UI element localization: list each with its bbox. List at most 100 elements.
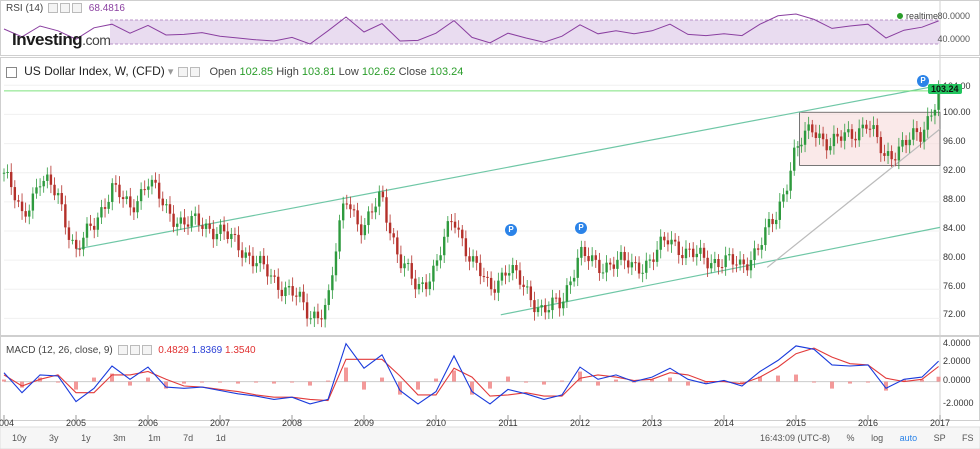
candle-body [176, 223, 179, 227]
candle-body [154, 179, 157, 183]
range-10y[interactable]: 10y [12, 433, 27, 443]
range-1d[interactable]: 1d [215, 433, 226, 443]
candle-body [623, 251, 626, 261]
macd-settings-icon[interactable] [117, 345, 128, 356]
macd-histogram-bar [848, 381, 852, 384]
candle-body [103, 207, 107, 209]
candle-body [879, 137, 883, 154]
rsi-close-icon[interactable] [72, 3, 83, 14]
candle-body [655, 249, 659, 262]
macd-hide-icon[interactable] [129, 345, 140, 356]
candle-body [432, 265, 435, 282]
symbol-title[interactable]: US Dollar Index, W, (CFD) [24, 64, 165, 78]
candle-body [793, 147, 796, 171]
candle-body [244, 252, 247, 258]
rsi-line [3, 13, 939, 45]
log-toggle[interactable]: log [871, 433, 884, 443]
dividend-marker[interactable]: P [505, 224, 517, 236]
candle-body [551, 297, 554, 311]
candle-body [684, 248, 688, 259]
candle-body [143, 189, 146, 191]
macd-histogram-bar [686, 381, 690, 386]
macd-histogram-bar [272, 381, 276, 384]
range-box [799, 111, 941, 166]
symbol-hide-icon[interactable] [190, 67, 201, 78]
candle-body [10, 171, 13, 188]
macd-legend: MACD (12, 26, close, 9) 0.4829 1.8369 1.… [6, 345, 256, 356]
candle-body [313, 311, 316, 319]
candle-body [204, 223, 208, 229]
macd-histogram-value: 0.4829 [158, 345, 189, 356]
symbol-settings-icon[interactable] [178, 67, 189, 78]
candle-body [450, 221, 453, 223]
range-7d[interactable]: 7d [183, 433, 194, 443]
range-1y[interactable]: 1y [81, 433, 91, 443]
candle-body [829, 146, 832, 151]
clock: 16:43:09 (UTC-8) [760, 433, 831, 443]
candle-body [706, 257, 709, 269]
candle-body [468, 256, 471, 262]
macd-histogram-bar [830, 381, 834, 389]
candle-body [504, 272, 507, 276]
investing-logo[interactable]: Investing.com [12, 30, 111, 50]
candle-body [637, 262, 641, 274]
candle-body [562, 301, 565, 309]
current-price-badge: 103.24 [928, 84, 962, 94]
candle-body [212, 228, 215, 240]
candle-body [443, 236, 446, 256]
candle-body [266, 264, 269, 277]
auto-toggle[interactable]: auto [899, 433, 918, 443]
price-tick: 76.00 [943, 281, 966, 291]
rsi-hide-icon[interactable] [60, 3, 71, 14]
macd-histogram-bar [470, 381, 474, 395]
candle-body [67, 227, 71, 240]
candle-body [572, 277, 576, 282]
candle-body [403, 263, 406, 269]
candle-body [17, 200, 20, 202]
macd-histogram-bar [434, 378, 438, 382]
candle-body [771, 218, 774, 225]
candle-body [497, 280, 500, 293]
candle-body [367, 211, 370, 226]
x-axis-label: 2012 [570, 418, 590, 428]
range-3y[interactable]: 3y [49, 433, 59, 443]
range-3m[interactable]: 3m [113, 433, 126, 443]
chart-menu-icon[interactable] [6, 66, 17, 78]
candle-body [280, 289, 284, 297]
support-line [766, 128, 941, 268]
fs-toggle[interactable]: FS [962, 433, 974, 443]
dividend-marker[interactable]: P [575, 222, 587, 234]
symbol-dropdown-icon[interactable]: ▾ [167, 66, 174, 78]
logo-suffix: .com [82, 32, 111, 48]
candle-body [868, 128, 872, 130]
candle-body [89, 223, 92, 226]
candle-body [731, 254, 735, 265]
candle-body [345, 203, 348, 205]
price-tick: 80.00 [943, 252, 966, 262]
sp-toggle[interactable]: SP [933, 433, 946, 443]
candle-body [28, 210, 31, 217]
candle-body [894, 159, 897, 161]
candle-body [583, 246, 587, 257]
range-1m[interactable]: 1m [148, 433, 161, 443]
x-axis-label: 2015 [786, 418, 806, 428]
percent-toggle[interactable]: % [846, 433, 855, 443]
candle-body [738, 259, 742, 265]
macd-tick: 2.0000 [943, 356, 971, 366]
candle-body [471, 256, 475, 262]
candle-body [226, 231, 229, 240]
candle-body [814, 132, 818, 139]
candle-body [46, 174, 49, 181]
rsi-settings-icon[interactable] [48, 3, 59, 14]
candle-body [915, 128, 919, 133]
close-label: Close [398, 66, 427, 78]
dividend-marker[interactable]: P [917, 75, 929, 87]
candle-body [515, 265, 518, 271]
candle-body [428, 281, 431, 290]
candle-body [518, 270, 522, 285]
candle-body [38, 186, 42, 188]
macd-close-icon[interactable] [141, 345, 152, 356]
candle-body [222, 224, 226, 232]
candle-body [114, 183, 118, 185]
price-tick: 84.00 [943, 223, 966, 233]
